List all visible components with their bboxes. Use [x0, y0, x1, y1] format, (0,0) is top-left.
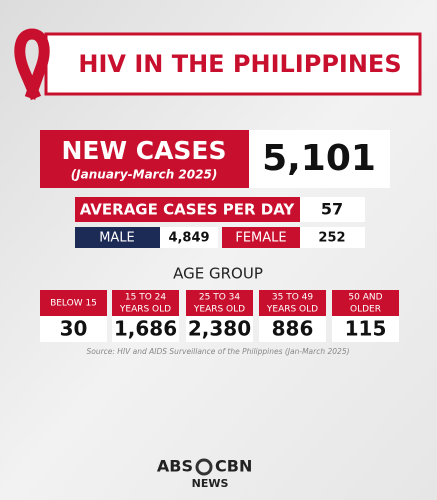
logo-sub: NEWS: [192, 477, 229, 490]
logo: ABS CBN NEWS: [157, 457, 252, 491]
source: Source: HIV and AIDS Surveillance of the…: [86, 347, 349, 356]
logo-circle: [195, 458, 213, 476]
age-label: 50 AND: [348, 293, 382, 303]
age-label: YEARS OLD: [193, 305, 245, 315]
ribbon-icon: [14, 28, 50, 101]
logo-right: CBN: [215, 457, 252, 476]
age-title: AGE GROUP: [173, 265, 263, 283]
age-label: YEARS OLD: [119, 305, 171, 315]
age-label: YEARS OLD: [266, 305, 318, 315]
new-cases-value: 5,101: [262, 138, 376, 179]
new-cases-box: [40, 130, 249, 188]
age-value: 1,686: [114, 317, 177, 341]
age-value-box: [186, 316, 253, 342]
average-label: AVERAGE CASES PER DAY: [80, 201, 296, 219]
new-cases-value-box: [249, 130, 390, 188]
average-box: [75, 197, 300, 222]
logo-left: ABS: [157, 457, 193, 476]
male-value-box: [160, 227, 218, 248]
age-label: BELOW 15: [50, 299, 97, 309]
age-label: OLDER: [350, 305, 381, 315]
age-value-box: [259, 316, 326, 342]
age-value-box: [40, 316, 107, 342]
new-cases-label: NEW CASES: [61, 136, 226, 165]
female-value: 252: [318, 231, 345, 246]
average-value-box: [300, 197, 365, 222]
age-label-box: [332, 290, 399, 316]
age-label: 25 TO 34: [199, 293, 240, 303]
female-label: FEMALE: [235, 231, 286, 246]
title-box: [44, 32, 422, 96]
age-label: 35 TO 49: [272, 293, 313, 303]
age-value: 886: [272, 317, 314, 341]
female-box: [222, 227, 300, 248]
age-value-box: [112, 316, 179, 342]
new-cases-period: (January-March 2025): [71, 168, 218, 182]
male-value: 4,849: [168, 231, 209, 246]
age-label-box: [40, 290, 107, 316]
age-value: 2,380: [188, 317, 251, 341]
age-value: 115: [345, 317, 387, 341]
average-value: 57: [321, 200, 343, 219]
age-label-box: [186, 290, 253, 316]
female-value-box: [300, 227, 365, 248]
age-label-box: [112, 290, 179, 316]
title: HIV IN THE PHILIPPINES: [78, 50, 401, 78]
male-box: [75, 227, 160, 248]
male-label: MALE: [99, 231, 135, 246]
age-label-box: [259, 290, 326, 316]
age-groups: BELOW 15 30 15 TO 24 YEARS OLD 1,686 25 TO 34…: [40, 290, 399, 342]
age-value-box: [332, 316, 399, 342]
age-label: 15 TO 24: [125, 293, 166, 303]
age-value: 30: [60, 317, 88, 341]
